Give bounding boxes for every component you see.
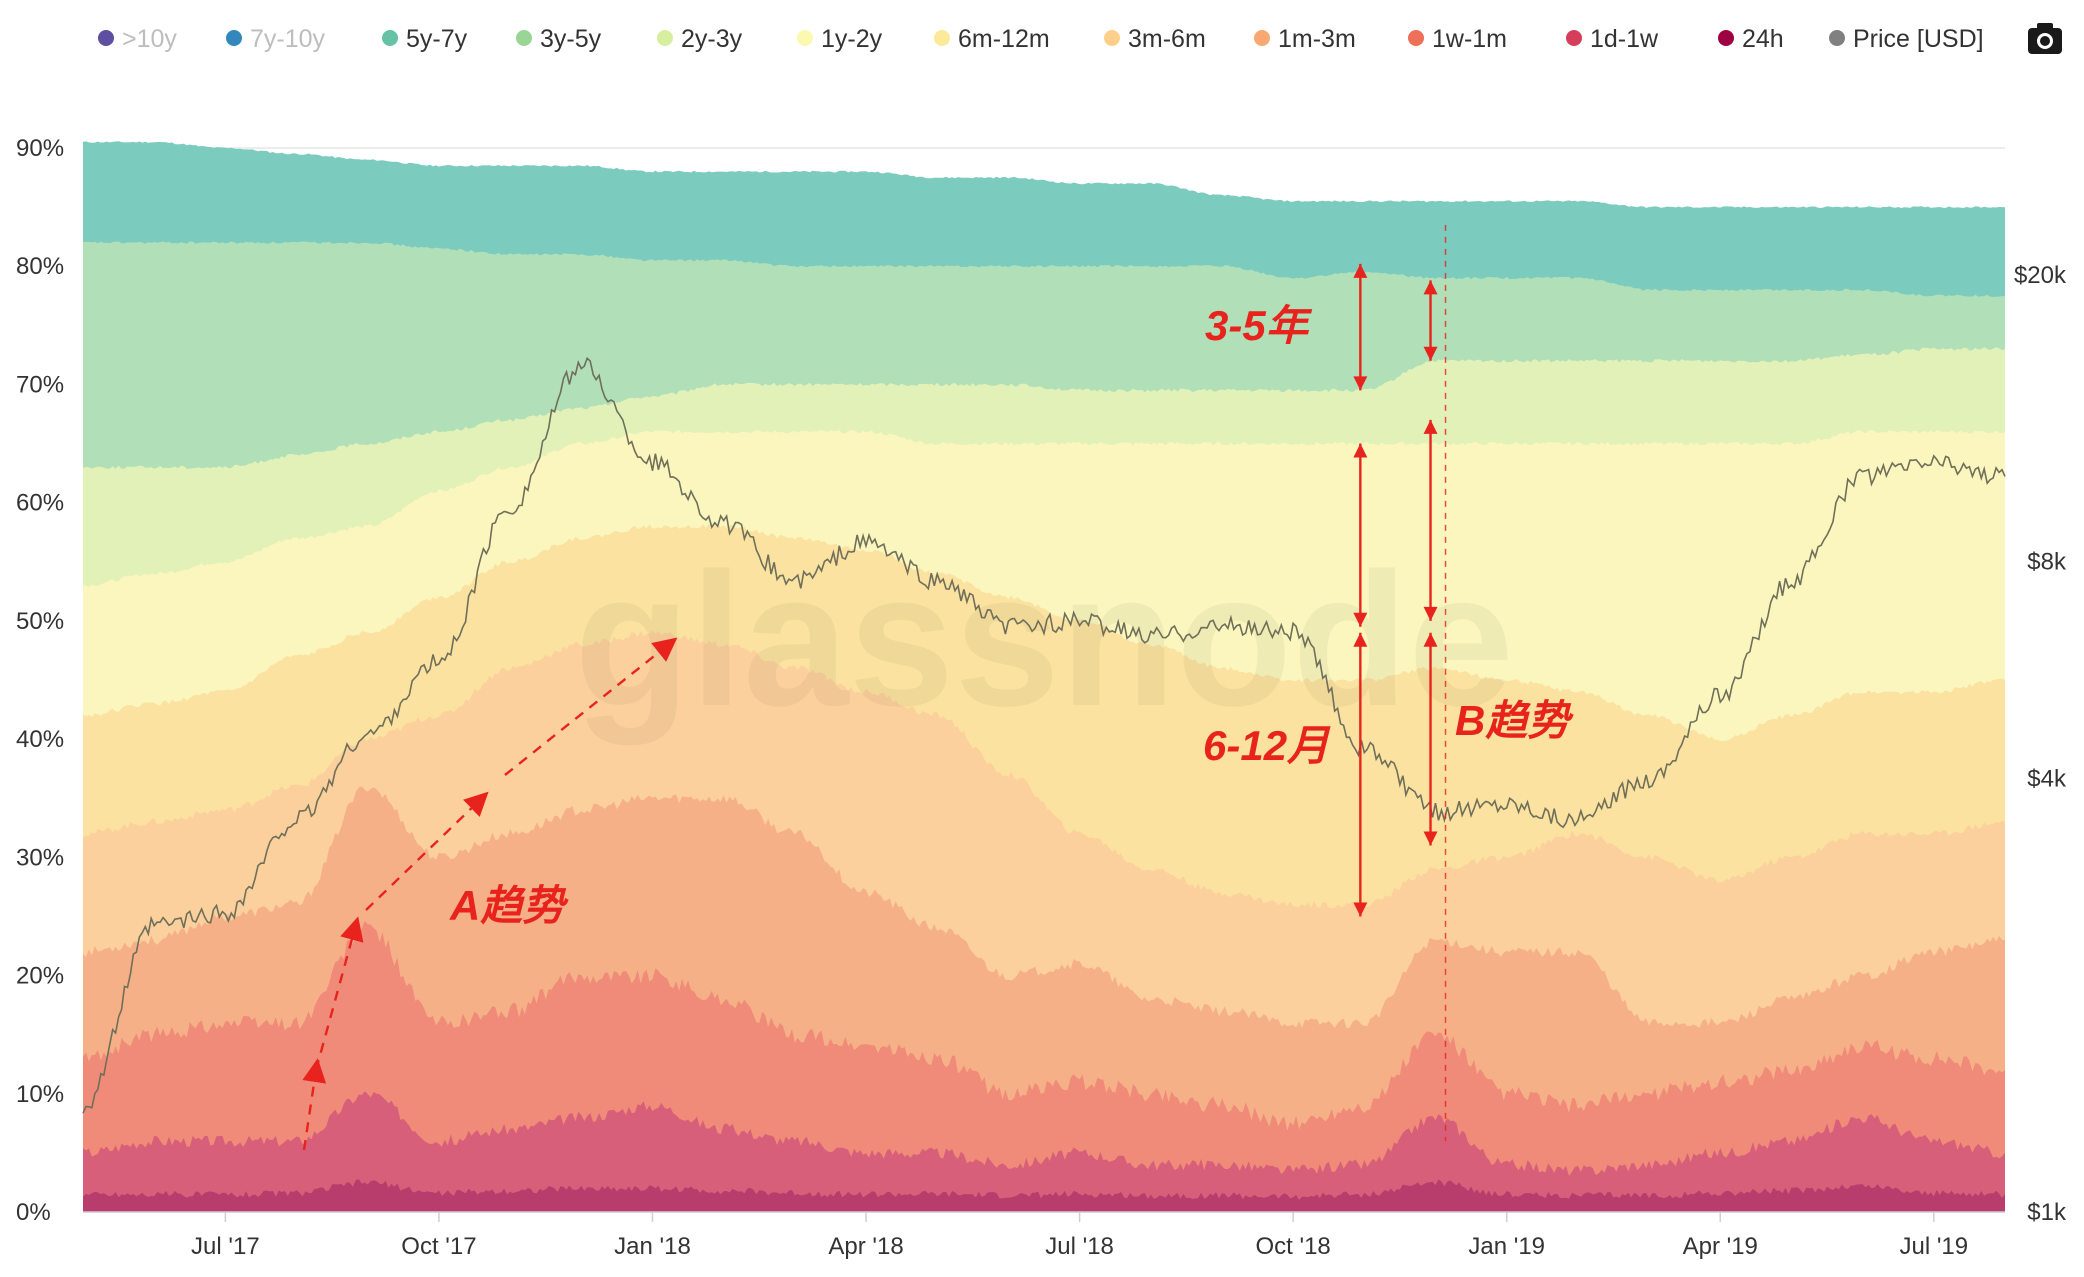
a-trend-arrows [302,637,678,1151]
x-tick-label: Jul '19 [1900,1233,1969,1260]
y-tick-label: 70% [16,371,64,398]
legend-label: 24h [1742,25,1784,53]
legend: >10y 7y-10y 5y-7y 3y-5y 2y-3y 1y-2y 6m-12m 3m-6… [98,25,1984,53]
legend-label: 1y-2y [821,25,883,53]
x-axis: Jul '17 Oct '17 Jan '18 Apr '18 Jul '18 Oct '… [83,1211,2005,1260]
x-tick-label: Oct '18 [1256,1233,1331,1260]
legend-item-1d-1w[interactable]: 1d-1w [1566,25,1659,53]
legend-label: 5y-7y [406,25,468,53]
y-axis-left: 0% 10% 20% 30% 40% 50% 60% 70% 80% 90% [16,135,64,1226]
x-tick-label: Apr '19 [1683,1233,1758,1260]
legend-swatch [1254,30,1270,46]
y2-tick-label: $4k [2027,765,2067,792]
legend-label: Price [USD] [1853,25,1984,53]
legend-item-2y-3y[interactable]: 2y-3y [657,25,743,53]
arrow-6-12m-before [1353,632,1368,917]
plot-area: glassnode [82,141,2006,1213]
legend-swatch [382,30,398,46]
area-series-group [83,141,2005,1212]
legend-swatch [1408,30,1424,46]
y-tick-label: 90% [16,135,64,162]
area-24h [83,1179,2005,1212]
y2-tick-label: $20k [2014,262,2067,289]
y-tick-label: 30% [16,844,64,871]
legend-swatch [934,30,950,46]
arrow-3-5y-after [1423,280,1438,361]
legend-swatch [516,30,532,46]
legend-label: 1d-1w [1590,25,1659,53]
x-tick-label: Jan '19 [1468,1233,1545,1260]
y-tick-label: 20% [16,963,64,990]
legend-item-1m-3m[interactable]: 1m-3m [1254,25,1356,53]
camera-icon[interactable] [2028,23,2062,54]
annotation-label-1: 3-5年 [1205,302,1313,349]
annotation-label-4: B趋势 [1455,697,1574,744]
legend-label: 1m-3m [1278,25,1356,53]
arrow-1y-2y-before [1353,443,1368,627]
legend-swatch [1104,30,1120,46]
legend-item-5y-7y[interactable]: 5y-7y [382,25,468,53]
legend-swatch [657,30,673,46]
series-price-usd [82,356,2006,1114]
x-tick-label: Oct '17 [401,1233,476,1260]
annotation-label-2: 6-12月 [1203,722,1331,769]
legend-item-10y[interactable]: >10y [98,25,177,53]
annotations: 3-5年 6-12月 A趋势 B趋势 [302,224,1574,1151]
legend-item-1w-1m[interactable]: 1w-1m [1408,25,1507,53]
y-tick-label: 0% [16,1199,51,1226]
legend-swatch [1829,30,1845,46]
x-tick-label: Apr '18 [828,1233,903,1260]
x-tick-label: Jul '18 [1045,1233,1114,1260]
x-tick-label: Jul '17 [191,1233,260,1260]
arrow-3-5y-before [1353,263,1368,391]
legend-item-price-usd[interactable]: Price [USD] [1829,25,1984,53]
x-tick-label: Jan '18 [614,1233,691,1260]
legend-item-1y-2y[interactable]: 1y-2y [797,25,883,53]
legend-label: 3y-5y [540,25,602,53]
legend-swatch [226,30,242,46]
legend-swatch [1718,30,1734,46]
legend-item-6m-12m[interactable]: 6m-12m [934,25,1050,53]
legend-label: 1w-1m [1432,25,1507,53]
legend-label: 6m-12m [958,25,1050,53]
arrow-1y-2y-after [1423,419,1438,621]
legend-label: 2y-3y [681,25,743,53]
legend-item-24h[interactable]: 24h [1718,25,1784,53]
y-tick-label: 10% [16,1081,64,1108]
legend-item-7y-10y[interactable]: 7y-10y [226,25,326,53]
arrow-6-12m-after [1423,632,1438,846]
legend-item-3m-6m[interactable]: 3m-6m [1104,25,1206,53]
legend-swatch [797,30,813,46]
y2-tick-label: $1k [2027,1199,2067,1226]
legend-label: 3m-6m [1128,25,1206,53]
y-tick-label: 40% [16,726,64,753]
legend-label: >10y [122,25,177,53]
legend-swatch [98,30,114,46]
y-tick-label: 80% [16,253,64,280]
legend-swatch [1566,30,1582,46]
y-axis-right: $1k $4k $8k $20k [2014,262,2067,1226]
y2-tick-label: $8k [2027,548,2067,575]
y-tick-label: 50% [16,608,64,635]
annotation-label-3: A趋势 [449,882,569,929]
legend-label: 7y-10y [250,25,326,53]
area-1d-1w [83,1091,2005,1212]
legend-item-3y-5y[interactable]: 3y-5y [516,25,602,53]
watermark: glassnode [574,534,1514,746]
y-tick-label: 60% [16,490,64,517]
